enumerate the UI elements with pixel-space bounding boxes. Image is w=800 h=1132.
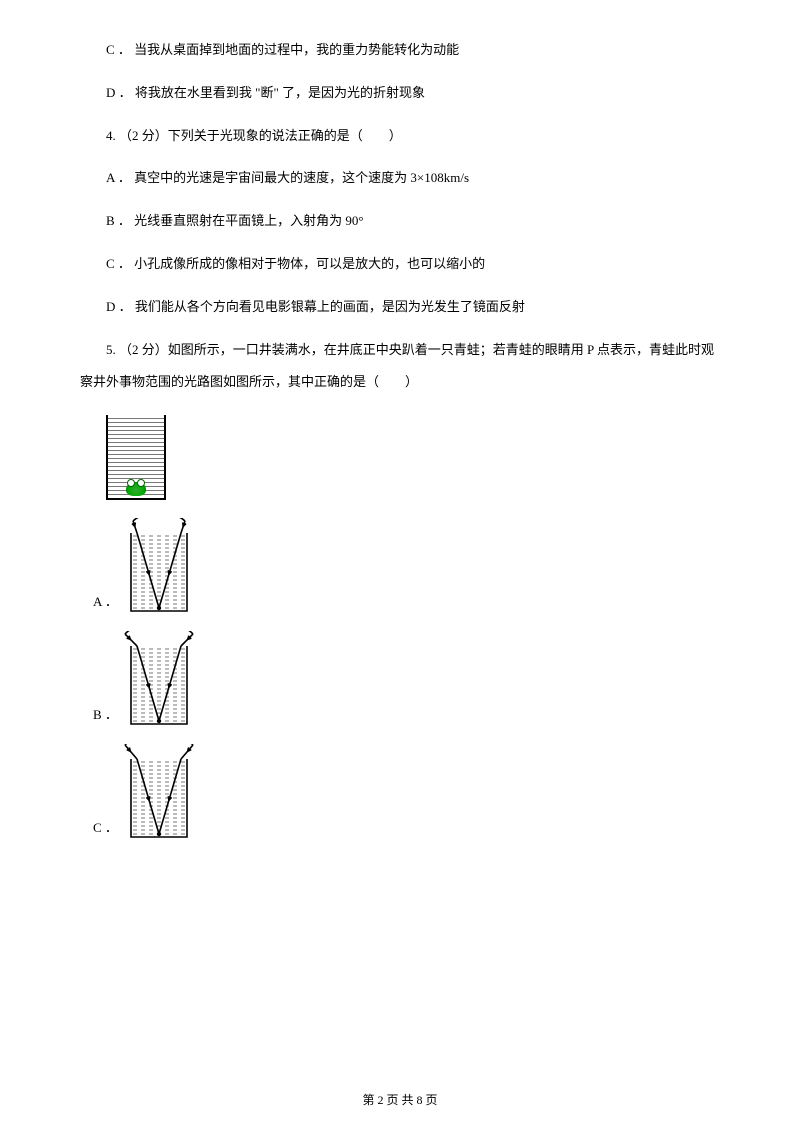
option-c-label: C ． [93, 818, 118, 839]
opt-b-q4: B ． 光线垂直照射在平面镜上，入射角为 90° [80, 211, 720, 232]
opt-c-q3: C ． 当我从桌面掉到地面的过程中，我的重力势能转化为动能 [80, 40, 720, 61]
opt-d-q3: D ． 将我放在水里看到我 "断" 了，是因为光的折射现象 [80, 83, 720, 104]
option-a-diagram [124, 518, 194, 613]
question-5-line2: 察井外事物范围的光路图如图所示，其中正确的是（ ） [80, 372, 720, 393]
option-b-row: B ． [80, 631, 720, 726]
question-5-line1: 5. （2 分）如图所示，一口井装满水，在井底正中央趴着一只青蛙；若青蛙的眼睛用… [80, 340, 720, 361]
page-footer: 第 2 页 共 8 页 [0, 1091, 800, 1110]
question-4: 4. （2 分）下列关于光现象的说法正确的是（ ） [80, 126, 720, 147]
opt-d-q4: D ． 我们能从各个方向看见电影银幕上的画面，是因为光发生了镜面反射 [80, 297, 720, 318]
option-c-diagram [124, 744, 194, 839]
frog-well-figure [106, 415, 166, 500]
opt-a-q4: A ． 真空中的光速是宇宙间最大的速度，这个速度为 3×108km/s [80, 168, 720, 189]
option-a-row: A ． [80, 518, 720, 613]
option-c-row: C ． [80, 744, 720, 839]
option-b-diagram [124, 631, 194, 726]
frog-icon [126, 482, 146, 496]
option-a-label: A ． [93, 592, 118, 613]
opt-c-q4: C ． 小孔成像所成的像相对于物体，可以是放大的，也可以缩小的 [80, 254, 720, 275]
option-b-label: B ． [93, 705, 118, 726]
